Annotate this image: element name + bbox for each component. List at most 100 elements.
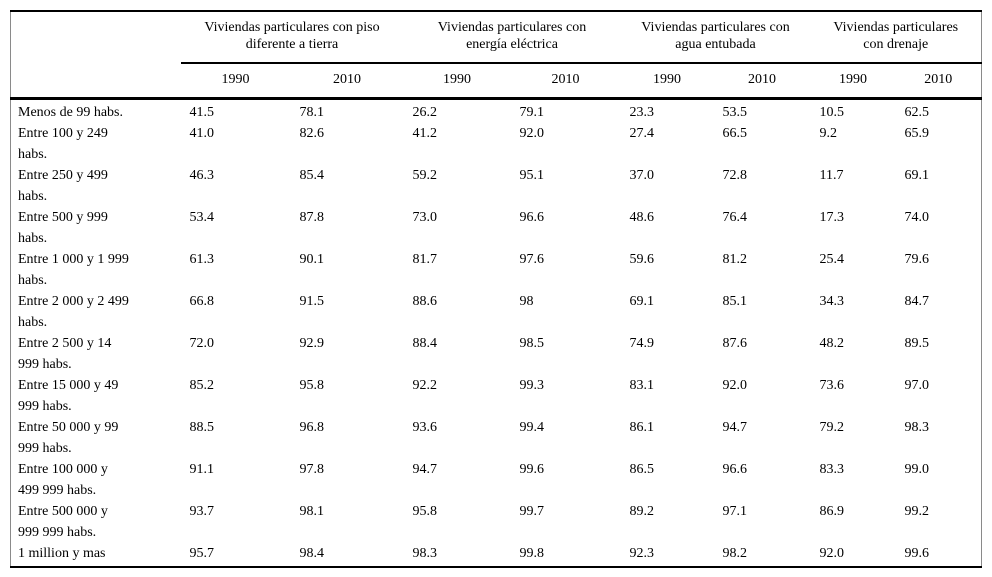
value-cell: 89.2 [629, 504, 655, 519]
value-cell: 11.7 [819, 168, 844, 183]
value-cell: 41.5 [189, 105, 215, 120]
value-cell: 65.9 [904, 126, 930, 141]
value-cell: 99.8 [519, 546, 545, 561]
value-cell: 92.0 [819, 546, 845, 561]
value-cell: 76.4 [722, 210, 748, 225]
value-cell: 94.7 [722, 420, 748, 435]
table-row: Entre 500 000 y 999 999 habs. 93.7 98.1 95.… [11, 501, 982, 543]
stub-header-cell [10, 11, 181, 100]
value-cell: 95.8 [412, 504, 438, 519]
row-label-cell: Entre 100 y 249 habs. [18, 126, 108, 162]
year-header-cell: 1990 [403, 63, 511, 100]
value-cell: 92.0 [722, 378, 748, 393]
value-cell: 72.0 [189, 336, 215, 351]
value-cell: 69.1 [629, 294, 655, 309]
value-cell: 98.4 [299, 546, 325, 561]
row-label-cell: Entre 1 000 y 1 999 habs. [18, 252, 129, 288]
value-cell: 48.6 [629, 210, 655, 225]
value-cell: 74.0 [904, 210, 930, 225]
value-cell: 66.8 [189, 294, 215, 309]
table-row: Entre 100 000 y 499 999 habs. 91.1 97.8 94.… [11, 459, 982, 501]
table-row: Entre 100 y 249 habs. 41.0 82.6 41.2 92.0 27.… [11, 123, 982, 165]
value-cell: 86.5 [629, 462, 655, 477]
value-cell: 93.6 [412, 420, 438, 435]
value-cell: 53.5 [722, 105, 748, 120]
value-cell: 98 [519, 294, 534, 309]
table-row: Entre 2 000 y 2 499 habs. 66.8 91.5 88.6 98 6… [11, 291, 982, 333]
value-cell: 95.8 [299, 378, 325, 393]
value-cell: 98.3 [412, 546, 438, 561]
year-header-row: 1990 2010 1990 2010 1990 2010 1990 2010 [11, 63, 982, 100]
value-cell: 34.3 [819, 294, 845, 309]
value-cell: 41.0 [189, 126, 215, 141]
year-header-cell: 1990 [620, 63, 714, 100]
value-cell: 9.2 [819, 126, 838, 141]
value-cell: 85.1 [722, 294, 748, 309]
value-cell: 85.4 [299, 168, 325, 183]
row-label-cell: 1 million y mas [18, 546, 106, 561]
value-cell: 86.9 [819, 504, 845, 519]
value-cell: 99.6 [904, 546, 930, 561]
row-label-cell: Menos de 99 habs. [18, 105, 123, 120]
group-header-cell: Viviendas particulares con agua entubada [620, 11, 811, 64]
value-cell: 59.6 [629, 252, 655, 267]
value-cell: 99.7 [519, 504, 545, 519]
value-cell: 99.2 [904, 504, 930, 519]
value-cell: 48.2 [819, 336, 845, 351]
value-cell: 82.6 [299, 126, 325, 141]
value-cell: 97.8 [299, 462, 325, 477]
table-row: Entre 2 500 y 14 999 habs. 72.0 92.9 88.4 98… [11, 333, 982, 375]
value-cell: 98.3 [904, 420, 930, 435]
value-cell: 89.5 [904, 336, 930, 351]
table-row: Entre 1 000 y 1 999 habs. 61.3 90.1 81.7 97.… [11, 249, 982, 291]
table-row: Entre 50 000 y 99 999 habs. 88.5 96.8 93.6 9… [11, 417, 982, 459]
housing-services-table: Viviendas particulares con piso diferent… [10, 10, 983, 568]
row-label-cell: Entre 50 000 y 99 999 habs. [18, 420, 119, 456]
table-row: Menos de 99 habs. 41.5 78.1 26.2 79.1 23.3 53.… [11, 99, 982, 124]
value-cell: 96.6 [722, 462, 748, 477]
value-cell: 97.1 [722, 504, 748, 519]
group-header-cell: Viviendas particulares con piso diferent… [180, 11, 404, 64]
value-cell: 79.1 [519, 105, 545, 120]
group-header-cell: Viviendas particulares con drenaje [810, 11, 982, 64]
year-header-cell: 1990 [810, 63, 896, 100]
value-cell: 85.2 [189, 378, 215, 393]
value-cell: 53.4 [189, 210, 215, 225]
value-cell: 93.7 [189, 504, 215, 519]
value-cell: 59.2 [412, 168, 438, 183]
value-cell: 94.7 [412, 462, 438, 477]
group-header-row: Viviendas particulares con piso diferent… [10, 11, 982, 100]
year-header-cell: 2010 [290, 63, 404, 100]
value-cell: 95.1 [519, 168, 545, 183]
row-label-cell: Entre 100 000 y 499 999 habs. [18, 462, 108, 498]
value-cell: 91.1 [189, 462, 215, 477]
value-cell: 87.6 [722, 336, 748, 351]
value-cell: 88.6 [412, 294, 438, 309]
value-cell: 92.2 [412, 378, 438, 393]
value-cell: 98.5 [519, 336, 545, 351]
value-cell: 73.0 [412, 210, 438, 225]
value-cell: 92.3 [629, 546, 655, 561]
value-cell: 27.4 [629, 126, 655, 141]
value-cell: 99.3 [519, 378, 545, 393]
value-cell: 84.7 [904, 294, 930, 309]
value-cell: 78.1 [299, 105, 325, 120]
value-cell: 97.0 [904, 378, 930, 393]
year-header-cell: 2010 [895, 63, 982, 100]
value-cell: 17.3 [819, 210, 845, 225]
table-row: Entre 250 y 499 habs. 46.3 85.4 59.2 95.1 37.… [11, 165, 982, 207]
value-cell: 73.6 [819, 378, 845, 393]
value-cell: 99.4 [519, 420, 545, 435]
value-cell: 95.7 [189, 546, 215, 561]
row-label-cell: Entre 2 500 y 14 999 habs. [18, 336, 112, 372]
table-head: Viviendas particulares con piso diferent… [10, 11, 982, 100]
value-cell: 74.9 [629, 336, 655, 351]
value-cell: 66.5 [722, 126, 748, 141]
row-label-cell: Entre 2 000 y 2 499 habs. [18, 294, 129, 330]
row-label-cell: Entre 15 000 y 49 999 habs. [18, 378, 119, 414]
value-cell: 72.8 [722, 168, 748, 183]
year-header-cell: 1990 [180, 63, 291, 100]
year-header-cell: 2010 [713, 63, 811, 100]
value-cell: 88.4 [412, 336, 438, 351]
